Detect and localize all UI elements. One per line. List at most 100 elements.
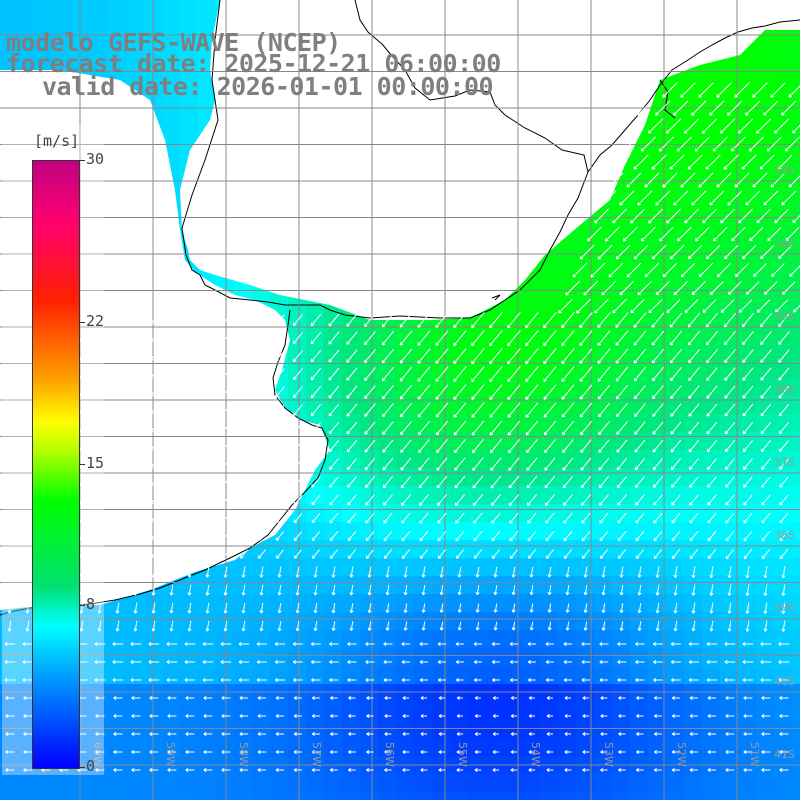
wind-arrow <box>132 495 140 505</box>
wind-arrow <box>752 82 768 98</box>
wind-arrow <box>705 154 721 170</box>
wind-arrow <box>205 584 210 596</box>
wind-cell <box>396 594 415 613</box>
colorbar-tick <box>79 160 85 161</box>
wind-cell <box>0 774 19 793</box>
wind-cell <box>684 324 703 343</box>
wind-arrow <box>221 332 231 344</box>
wind-cell <box>594 468 613 487</box>
wind-cell <box>522 522 541 541</box>
wind-cell <box>594 432 613 451</box>
wind-cell <box>648 702 667 721</box>
wind-arrow <box>670 385 682 399</box>
wind-arrow <box>543 348 557 365</box>
wind-arrow <box>203 731 213 737</box>
wind-cell <box>756 342 775 361</box>
wind-cell <box>378 450 397 469</box>
wind-cell <box>306 522 325 541</box>
wind-arrow <box>705 312 719 328</box>
wind-cell <box>558 396 577 415</box>
wind-cell <box>738 54 757 73</box>
wind-arrow <box>689 512 699 524</box>
wind-arrow <box>760 349 772 363</box>
wind-cell <box>702 522 721 541</box>
wind-arrow <box>601 280 617 296</box>
wind-arrow <box>619 603 624 614</box>
wind-cell <box>162 774 181 793</box>
wind-cell <box>504 306 523 325</box>
wind-arrow <box>671 549 681 559</box>
wind-arrow <box>347 659 357 665</box>
wind-arrow <box>745 281 760 295</box>
wind-arrow <box>23 695 33 701</box>
wind-arrow <box>547 566 552 578</box>
wind-arrow <box>491 659 500 665</box>
wind-cell <box>486 378 505 397</box>
wind-cell <box>342 774 361 793</box>
wind-arrow <box>311 749 320 755</box>
wind-cell <box>360 684 379 703</box>
wind-arrow <box>277 584 282 596</box>
wind-arrow <box>149 333 159 343</box>
wind-arrow <box>292 332 304 345</box>
wind-arrow <box>311 731 320 737</box>
wind-cell <box>396 774 415 793</box>
wind-arrow <box>399 312 413 328</box>
wind-arrow <box>455 659 464 665</box>
wind-arrow <box>7 566 12 578</box>
wind-arrow <box>185 477 194 487</box>
wind-arrow <box>239 531 248 541</box>
wind-arrow <box>492 767 500 773</box>
wind-arrow <box>778 641 790 647</box>
wind-cell <box>738 396 757 415</box>
wind-arrow <box>608 172 624 188</box>
wind-cell <box>108 36 127 55</box>
wind-arrow <box>545 659 554 665</box>
wind-cell <box>126 666 145 685</box>
wind-arrow <box>346 421 358 435</box>
wind-cell <box>720 684 739 703</box>
wind-arrow <box>778 677 790 683</box>
wind-cell <box>738 360 757 379</box>
wind-arrow <box>784 136 800 152</box>
wind-cell <box>504 648 523 667</box>
wind-arrow <box>647 118 664 134</box>
wind-cell <box>450 648 469 667</box>
wind-cell <box>108 0 127 19</box>
wind-cell <box>540 486 559 505</box>
wind-cell <box>702 288 721 307</box>
wind-arrow <box>634 457 646 471</box>
wind-arrow <box>713 226 728 242</box>
wind-arrow <box>698 82 714 98</box>
wind-cell <box>414 378 433 397</box>
wind-cell <box>396 396 415 415</box>
wind-cell <box>612 396 631 415</box>
wind-arrow <box>6 351 14 361</box>
wind-arrow <box>684 208 699 224</box>
wind-cell <box>612 774 631 793</box>
wind-arrow <box>618 731 626 737</box>
wind-arrow <box>761 530 771 542</box>
wind-cell <box>342 414 361 433</box>
wind-arrow <box>653 530 663 542</box>
wind-arrow <box>419 641 429 647</box>
wind-cell <box>504 450 523 469</box>
wind-cell <box>306 648 325 667</box>
wind-arrow <box>456 749 464 755</box>
wind-cell <box>738 180 757 199</box>
wind-cell <box>414 684 433 703</box>
wind-cell <box>774 792 793 800</box>
wind-cell <box>648 378 667 397</box>
wind-cell <box>414 324 433 343</box>
wind-cell <box>468 504 487 523</box>
wind-arrow <box>691 584 696 596</box>
wind-arrow <box>365 512 375 524</box>
wind-cell <box>558 504 577 523</box>
wind-arrow <box>707 494 717 506</box>
wind-cell <box>720 468 739 487</box>
wind-arrow <box>438 713 446 719</box>
wind-arrow <box>151 620 156 632</box>
wind-arrow <box>6 459 14 469</box>
wind-arrow <box>275 695 285 701</box>
wind-arrow <box>651 366 664 382</box>
